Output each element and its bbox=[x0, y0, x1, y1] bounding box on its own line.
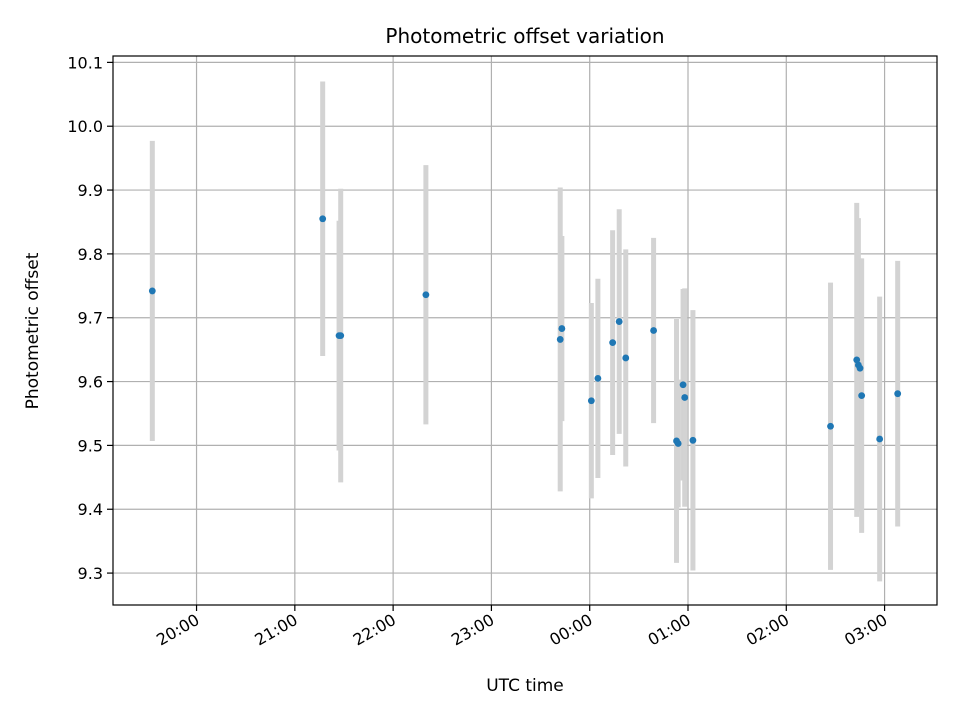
data-point bbox=[679, 381, 687, 389]
x-tick-label: 01:00 bbox=[645, 610, 694, 650]
y-axis-label: Photometric offset bbox=[23, 252, 43, 409]
data-point bbox=[337, 332, 345, 340]
data-point bbox=[615, 318, 623, 325]
grid-lines bbox=[113, 56, 937, 605]
data-point bbox=[650, 327, 657, 334]
data-point bbox=[827, 422, 834, 430]
y-tick-label: 9.4 bbox=[78, 500, 103, 519]
x-tick-label: 23:00 bbox=[448, 610, 497, 650]
y-tick-label: 9.9 bbox=[78, 181, 103, 200]
data-point bbox=[894, 390, 902, 398]
data-points bbox=[148, 215, 902, 447]
y-tick-label: 9.7 bbox=[78, 309, 103, 328]
y-tick-label: 9.5 bbox=[78, 436, 103, 455]
data-point bbox=[689, 436, 697, 444]
data-point bbox=[858, 392, 866, 400]
data-point bbox=[609, 339, 617, 347]
data-point bbox=[556, 336, 564, 343]
data-point bbox=[853, 356, 861, 364]
data-point bbox=[622, 354, 630, 362]
data-point bbox=[558, 325, 566, 332]
data-point bbox=[674, 440, 682, 447]
data-point bbox=[148, 287, 156, 295]
x-tick-label: 02:00 bbox=[743, 610, 792, 650]
x-axis-label: UTC time bbox=[486, 676, 564, 696]
x-tick-label: 20:00 bbox=[153, 610, 202, 650]
x-tick-label: 21:00 bbox=[251, 610, 300, 650]
x-tick-label: 22:00 bbox=[350, 610, 399, 650]
x-tick-label: 03:00 bbox=[841, 610, 890, 650]
y-tick-label: 9.3 bbox=[78, 564, 103, 583]
data-point bbox=[422, 291, 430, 299]
y-tick-label: 10.0 bbox=[67, 117, 103, 136]
data-point bbox=[594, 374, 602, 382]
data-point bbox=[587, 397, 595, 405]
plot-frame bbox=[112, 55, 938, 606]
y-axis: 9.3 9.4 9.5 9.6 9.7 9.8 9.9 10.0 10.1 bbox=[67, 53, 113, 583]
data-point bbox=[876, 435, 884, 443]
y-tick-label: 10.1 bbox=[67, 53, 103, 72]
y-tick-label: 9.6 bbox=[78, 373, 103, 392]
x-axis: 20:00 21:00 22:00 23:00 00:00 01:00 02:00 03:00 bbox=[153, 605, 891, 650]
chart-title: Photometric offset variation bbox=[385, 24, 664, 48]
x-tick-label: 00:00 bbox=[546, 610, 595, 650]
data-point bbox=[856, 364, 864, 372]
data-point bbox=[319, 215, 327, 223]
data-point bbox=[681, 394, 689, 401]
y-tick-label: 9.8 bbox=[78, 245, 103, 264]
